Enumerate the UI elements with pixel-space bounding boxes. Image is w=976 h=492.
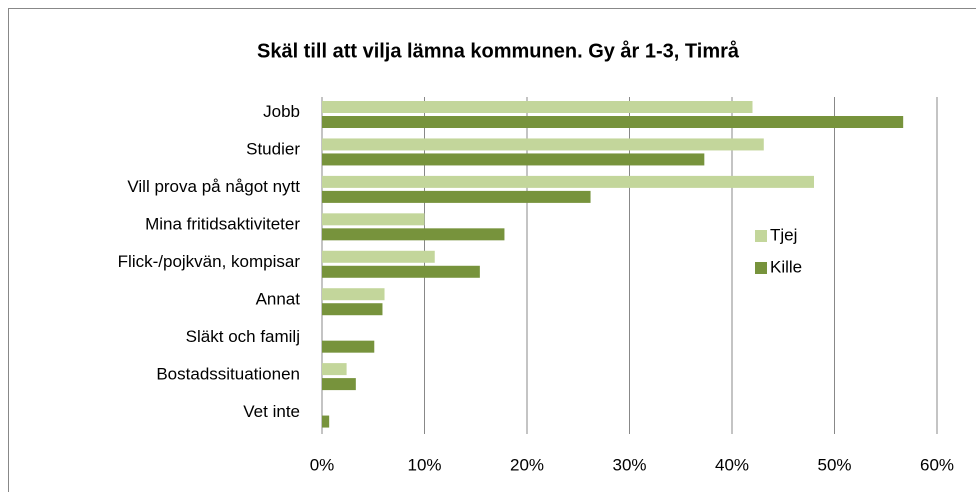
y-tick-label: Släkt och familj bbox=[186, 327, 300, 346]
x-tick-label: 10% bbox=[407, 455, 441, 474]
y-tick-label: Bostadssituationen bbox=[156, 364, 300, 383]
y-tick-label: Vill prova på något nytt bbox=[127, 177, 300, 196]
chart-title: Skäl till att vilja lämna kommunen. Gy å… bbox=[257, 39, 740, 62]
bar bbox=[322, 288, 385, 301]
bar bbox=[322, 101, 753, 113]
bar bbox=[322, 340, 375, 353]
y-tick-label: Flick-/pojkvän, kompisar bbox=[118, 252, 301, 271]
bar bbox=[322, 138, 764, 151]
bar bbox=[322, 250, 435, 263]
bar bbox=[322, 153, 705, 166]
legend-swatch bbox=[755, 230, 767, 242]
x-tick-label: 50% bbox=[817, 455, 851, 474]
x-tick-label: 0% bbox=[310, 455, 335, 474]
bar bbox=[322, 363, 347, 376]
y-tick-label: Annat bbox=[256, 289, 301, 308]
bar bbox=[322, 415, 330, 428]
bar bbox=[322, 190, 591, 203]
bar bbox=[322, 175, 814, 188]
bar bbox=[322, 213, 425, 226]
y-tick-label: Mina fritidsaktiviteter bbox=[145, 215, 300, 234]
bar bbox=[322, 228, 505, 241]
x-tick-label: 40% bbox=[715, 455, 749, 474]
legend-label: Tjej bbox=[770, 225, 797, 244]
chart-frame bbox=[8, 8, 976, 492]
y-tick-label: Studier bbox=[246, 140, 300, 159]
x-tick-label: 20% bbox=[510, 455, 544, 474]
y-tick-label: Jobb bbox=[263, 102, 300, 121]
bar bbox=[322, 265, 480, 278]
x-tick-label: 30% bbox=[612, 455, 646, 474]
legend-swatch bbox=[755, 262, 767, 274]
legend-label: Kille bbox=[770, 257, 802, 276]
bar bbox=[322, 303, 383, 316]
bar bbox=[322, 116, 904, 128]
bar bbox=[322, 378, 356, 391]
y-tick-label: Vet inte bbox=[243, 402, 300, 421]
x-tick-label: 60% bbox=[920, 455, 954, 474]
